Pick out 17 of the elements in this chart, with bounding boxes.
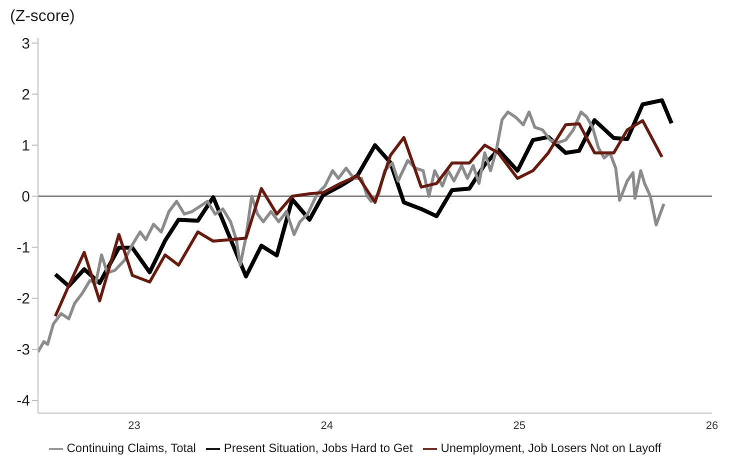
x-tick-label: 24 (320, 420, 333, 432)
line-series (54, 119, 664, 318)
y-tick-label: 0 (22, 188, 30, 206)
x-tick-label: 26 (706, 420, 718, 432)
y-tick-label: 2 (22, 86, 30, 104)
x-tick-label: 25 (513, 420, 526, 432)
y-tick-label: 1 (22, 138, 30, 155)
legend-label: Present Situation, Jobs Hard to Get (224, 441, 413, 456)
y-axis-title: (Z-score) (9, 8, 76, 27)
legend-label: Unemployment, Job Losers Not on Layoff (440, 441, 662, 456)
y-tick-label: -2 (16, 290, 30, 308)
y-tick-label: -3 (16, 342, 30, 359)
x-tick-label: 23 (128, 420, 140, 432)
y-tick-label: 3 (22, 35, 30, 52)
y-tick-label: -1 (16, 240, 30, 257)
y-tick-label: -4 (16, 392, 30, 410)
legend-label: Continuing Claims, Total (66, 441, 196, 456)
